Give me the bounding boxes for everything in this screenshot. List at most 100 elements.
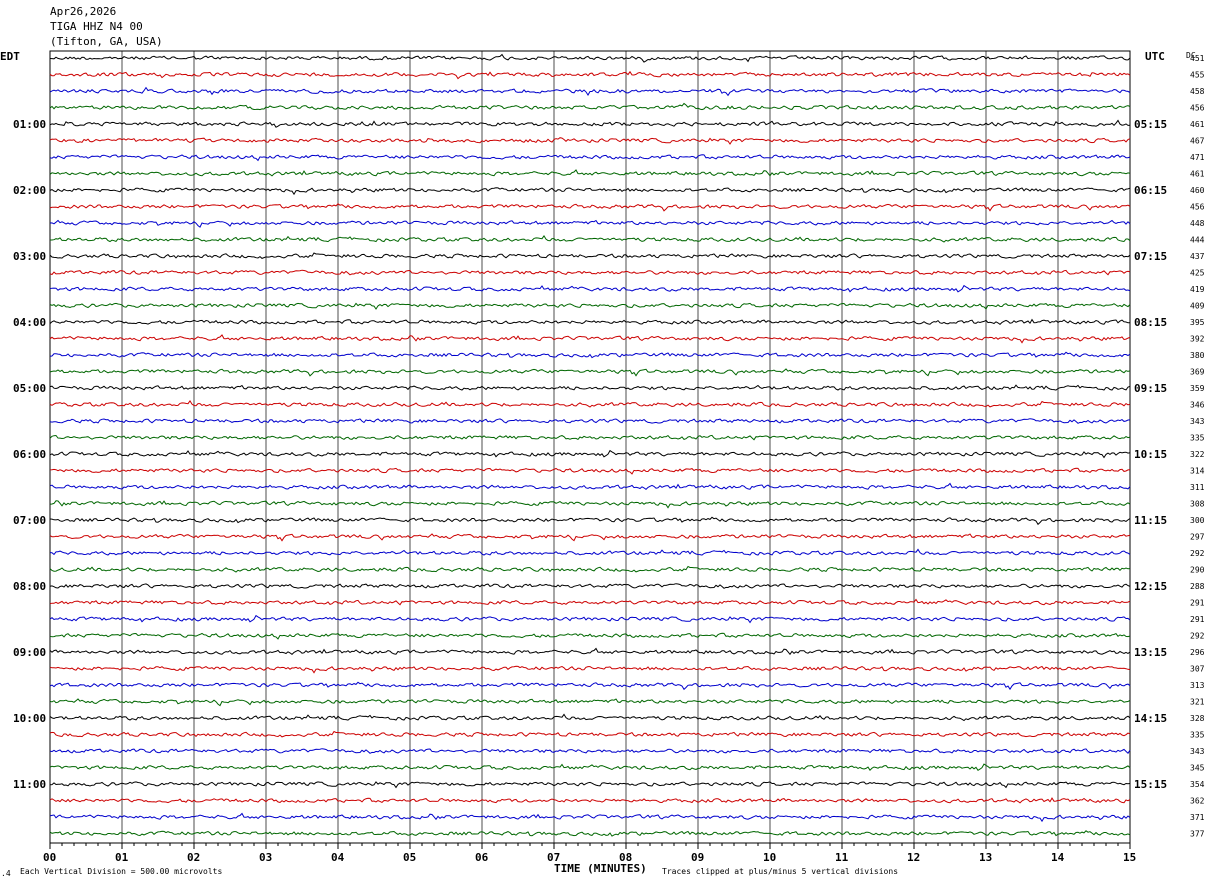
dc-offset-value: 444 [1190, 236, 1205, 245]
x-tick-label: 03 [259, 851, 272, 864]
trace-row-37 [49, 647, 1131, 656]
trace-row-6 [49, 137, 1131, 145]
utc-hour-label: 10:15 [1134, 448, 1167, 461]
trace-row-7 [49, 154, 1131, 162]
x-tick-label: 11 [835, 851, 849, 864]
x-tick-label: 13 [979, 851, 992, 864]
trace-row-26 [49, 467, 1131, 475]
trace-row-47 [49, 812, 1131, 823]
trace-row-31 [49, 548, 1131, 556]
dc-offset-value: 288 [1190, 582, 1205, 591]
trace-row-13 [49, 252, 1131, 259]
trace-row-12 [50, 235, 1131, 243]
dc-offset-value: 292 [1190, 632, 1205, 641]
utc-hour-labels: 05:15 06:15 07:15 08:15 09:15 10:15 11:15 12:15… [1134, 118, 1167, 791]
trace-row-24 [49, 434, 1131, 441]
dc-offset-value: 335 [1190, 731, 1205, 740]
x-tick-label: 12 [907, 851, 920, 864]
edt-hour-label: 10:00 [13, 712, 46, 725]
dc-offset-value: 354 [1190, 780, 1205, 789]
edt-hour-label: 08:00 [13, 580, 46, 593]
dc-offset-value: 335 [1190, 434, 1205, 443]
x-tick-label: 15 [1123, 851, 1136, 864]
trace-row-35 [49, 614, 1131, 624]
trace-row-16 [49, 302, 1131, 310]
trace-row-41 [49, 713, 1131, 722]
dc-offset-labels: 451 455 458 456 461 467 471 461 460 456 448 444 437 4… [1190, 54, 1205, 839]
x-tick-label: 00 [43, 851, 56, 864]
x-tick-label: 14 [1051, 851, 1065, 864]
dc-offset-value: 456 [1190, 104, 1205, 113]
dc-offset-value: 313 [1190, 681, 1205, 690]
dc-offset-value: 296 [1190, 648, 1205, 657]
x-tick-label: 05 [403, 851, 416, 864]
edt-hour-label: 03:00 [13, 250, 46, 263]
edt-hour-label: 07:00 [13, 514, 46, 527]
utc-hour-label: 09:15 [1134, 382, 1167, 395]
scale-note: Each Vertical Division = 500.00 microvol… [20, 867, 222, 876]
x-tick-label: 07 [547, 851, 560, 864]
dc-offset-value: 291 [1190, 615, 1205, 624]
trace-row-34 [49, 598, 1131, 606]
utc-hour-label: 15:15 [1134, 778, 1167, 791]
dc-offset-value: 451 [1190, 54, 1205, 63]
header-location: (Tifton, GA, USA) [50, 35, 163, 48]
trace-row-1 [49, 53, 1131, 63]
trace-row-4 [49, 102, 1131, 111]
trace-row-38 [49, 665, 1131, 674]
dc-offset-value: 321 [1190, 698, 1205, 707]
trace-row-45 [49, 781, 1131, 789]
trace-row-20 [49, 368, 1131, 377]
trace-row-36 [49, 632, 1131, 640]
x-tick-label: 02 [187, 851, 200, 864]
trace-row-25 [49, 449, 1131, 459]
header-date: Apr26,2026 [50, 5, 116, 18]
dc-offset-value: 328 [1190, 714, 1205, 723]
dc-offset-value: 291 [1190, 599, 1205, 608]
trace-row-33 [49, 583, 1131, 589]
dc-column-label: DC [1186, 51, 1196, 60]
dc-offset-value: 437 [1190, 252, 1205, 261]
x-axis-ticks: 00 01 02 03 04 05 06 07 08 09 10 11 12 13 14 15 [43, 843, 1136, 864]
trace-row-17 [49, 318, 1131, 325]
dc-offset-value: 380 [1190, 351, 1205, 360]
dc-offset-value: 377 [1190, 830, 1205, 839]
trace-row-29 [49, 516, 1131, 526]
dc-offset-value: 300 [1190, 516, 1205, 525]
trace-row-44 [49, 763, 1131, 771]
dc-offset-value: 456 [1190, 203, 1205, 212]
dc-offset-value: 359 [1190, 384, 1205, 393]
header-station: TIGA HHZ N4 00 [50, 20, 143, 33]
trace-row-39 [49, 681, 1131, 691]
utc-hour-label: 07:15 [1134, 250, 1167, 263]
dc-offset-value: 419 [1190, 285, 1205, 294]
utc-hour-label: 06:15 [1134, 184, 1167, 197]
dc-offset-value: 395 [1190, 318, 1205, 327]
dc-offset-value: 471 [1190, 153, 1205, 162]
edt-hour-label: 06:00 [13, 448, 46, 461]
edt-hour-label: 05:00 [13, 382, 46, 395]
trace-row-2 [49, 70, 1131, 80]
edt-hour-label: 02:00 [13, 184, 46, 197]
trace-lines [49, 53, 1131, 837]
dc-offset-value: 425 [1190, 269, 1205, 278]
dc-offset-value: 314 [1190, 467, 1205, 476]
dc-offset-value: 455 [1190, 71, 1205, 80]
dc-offset-value: 345 [1190, 764, 1205, 773]
trace-row-42 [49, 730, 1131, 738]
trace-row-8 [49, 169, 1131, 177]
trace-row-5 [49, 119, 1131, 128]
trace-row-27 [49, 482, 1131, 490]
trace-row-21 [49, 384, 1131, 391]
trace-row-22 [49, 400, 1131, 408]
dc-offset-value: 458 [1190, 87, 1205, 96]
dc-offset-value: 322 [1190, 450, 1205, 459]
dc-offset-value: 461 [1190, 120, 1205, 129]
trace-row-48 [49, 830, 1131, 837]
trace-row-11 [49, 219, 1131, 228]
minute-gridlines [121, 51, 1059, 843]
dc-offset-value: 311 [1190, 483, 1205, 492]
utc-hour-label: 11:15 [1134, 514, 1167, 527]
